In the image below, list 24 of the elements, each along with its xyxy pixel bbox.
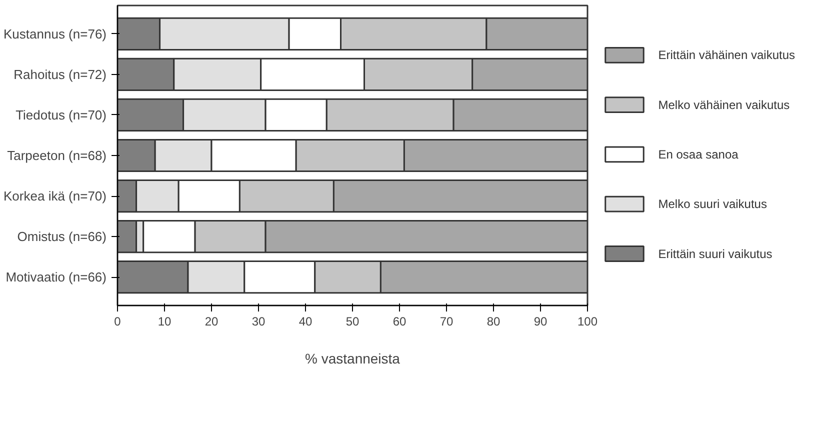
x-tick-label: 70 (440, 314, 454, 328)
legend-label: Melko vähäinen vaikutus (658, 98, 790, 112)
x-tick-label: 80 (486, 314, 500, 328)
legend-label: Melko suuri vaikutus (658, 197, 767, 212)
y-tick-label: Korkea ikä (n=70) (4, 188, 107, 204)
x-tick-label: 10 (158, 314, 172, 328)
x-tick-label: 100 (577, 314, 598, 328)
y-tick-label: Tarpeeton (n=68) (7, 148, 106, 163)
x-tick-label: 0 (114, 314, 122, 328)
x-tick-label: 20 (204, 314, 218, 328)
x-tick-label: 40 (298, 314, 312, 328)
y-tick-label: Motivaatio (n=66) (6, 270, 107, 285)
legend-label: Erittäin suuri vaikutus (658, 246, 772, 261)
x-axis-title: % vastanneista (305, 350, 400, 366)
x-tick-label: 50 (346, 314, 360, 328)
x-tick-label: 90 (534, 314, 548, 328)
y-tick-label: Tiedotus (n=70) (16, 107, 107, 122)
legend-label: Erittäin vähäinen vaikutus (658, 48, 795, 62)
x-tick-label: 60 (392, 314, 406, 328)
x-tick-label: 30 (252, 314, 266, 328)
y-tick-label: Kustannus (n=76) (4, 26, 106, 42)
y-tick-label: Omistus (n=66) (17, 229, 107, 244)
y-tick-label: Rahoitus (n=72) (14, 66, 107, 82)
legend-label: En osaa sanoa (658, 147, 739, 162)
